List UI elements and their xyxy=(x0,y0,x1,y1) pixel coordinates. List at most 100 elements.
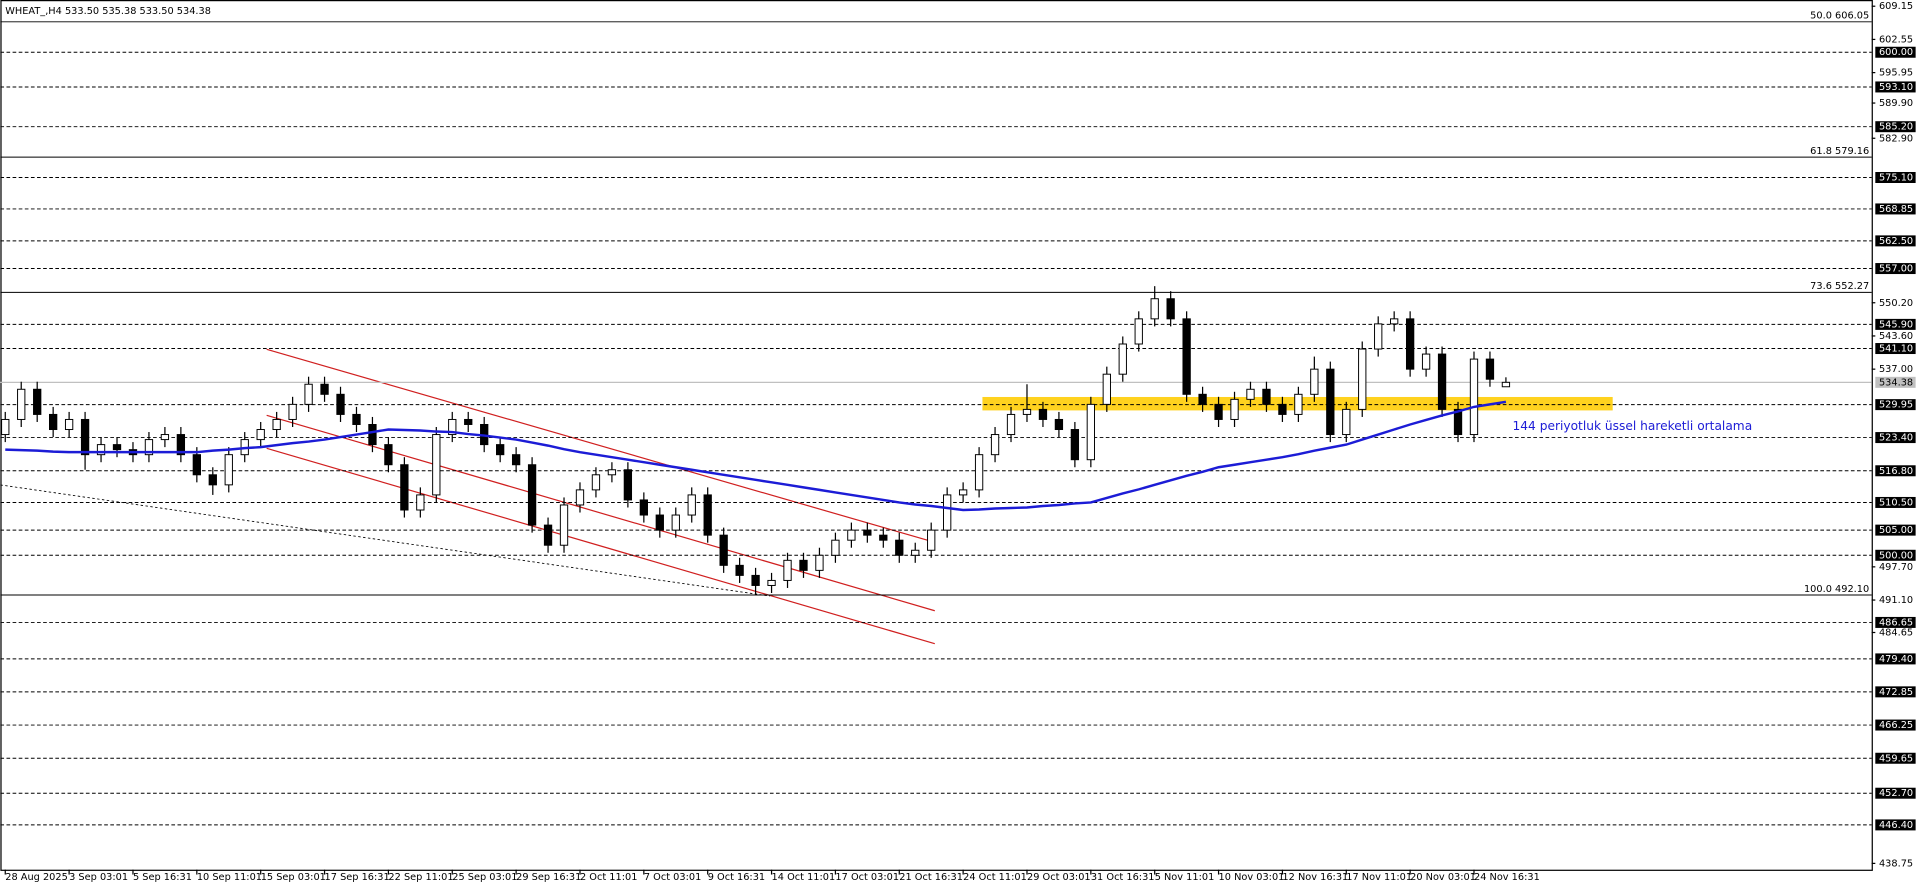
x-tick-label: 24 Oct 11:01 xyxy=(963,872,1027,883)
candle-body xyxy=(607,469,617,476)
candle-body xyxy=(1342,408,1351,436)
candle-body xyxy=(1102,373,1111,405)
candle-body xyxy=(1150,298,1159,320)
candle-body xyxy=(320,383,329,395)
candle-body xyxy=(384,444,393,466)
candle-body xyxy=(671,514,680,531)
channel-line xyxy=(266,447,935,645)
candle-body xyxy=(895,539,904,556)
x-tick-label: 25 Sep 03:01 xyxy=(452,872,517,883)
price-label-box xyxy=(1875,235,1916,247)
candle-body xyxy=(767,579,776,586)
candle-body xyxy=(352,413,361,425)
price-label-box xyxy=(1875,653,1916,665)
price-label-box xyxy=(1875,819,1916,831)
price-label: 459.65 xyxy=(1879,753,1913,764)
candle-body xyxy=(1166,298,1175,320)
ema-line xyxy=(5,400,1507,512)
candle-body xyxy=(448,418,457,436)
plot-frame xyxy=(0,0,1873,871)
candle-body xyxy=(958,489,968,496)
x-tick-label: 28 Aug 2025 xyxy=(5,872,68,883)
fib-label: 73.6 552.27 xyxy=(1810,281,1869,292)
candle-body xyxy=(1262,388,1271,405)
x-tick-label: 29 Sep 16:31 xyxy=(516,872,581,883)
fib-label: 100.0 492.10 xyxy=(1804,584,1869,595)
price-label: 529.95 xyxy=(1879,400,1913,411)
price-label-box xyxy=(1875,46,1916,58)
price-label: 510.50 xyxy=(1879,497,1913,508)
x-tick-label: 21 Oct 16:31 xyxy=(899,872,963,883)
candle-body xyxy=(416,494,425,511)
x-tick-label: 7 Oct 03:01 xyxy=(644,872,701,883)
y-tick-label: 595.95 xyxy=(1879,68,1913,79)
price-label: 534.38 xyxy=(1879,377,1913,388)
candle-body xyxy=(1469,358,1479,436)
price-label-box xyxy=(1875,263,1916,275)
candle-body xyxy=(735,564,744,576)
candle-body xyxy=(815,554,824,571)
price-label: 486.65 xyxy=(1879,617,1913,628)
x-tick-label: 5 Sep 16:31 xyxy=(133,872,192,883)
price-label-box xyxy=(1875,318,1916,330)
y-tick-label: 609.15 xyxy=(1879,1,1913,12)
candle-body xyxy=(160,434,170,441)
x-tick-label: 10 Sep 11:01 xyxy=(197,872,262,883)
price-label-box xyxy=(1875,172,1916,183)
x-tick-label: 17 Oct 03:01 xyxy=(835,872,899,883)
price-label-box xyxy=(1875,787,1916,799)
y-tick-label: 543.60 xyxy=(1879,331,1913,342)
price-label: 500.00 xyxy=(1879,550,1913,561)
candle-body xyxy=(256,429,265,441)
candle-body xyxy=(1358,348,1367,410)
candle-body xyxy=(288,403,297,420)
candle-body xyxy=(1421,353,1431,370)
fib-label: 61.8 579.16 xyxy=(1810,146,1869,157)
x-tick-label: 5 Nov 11:01 xyxy=(1155,872,1215,883)
candle-body xyxy=(703,494,712,536)
candle-body xyxy=(799,559,808,571)
x-tick-label: 29 Oct 03:01 xyxy=(1027,872,1091,883)
candle-body xyxy=(96,444,106,456)
fib-label: 50.0 606.05 xyxy=(1810,11,1869,22)
candle-body xyxy=(17,388,26,420)
candle-body xyxy=(33,388,42,415)
candle-body xyxy=(1230,398,1239,420)
price-label-box xyxy=(1875,524,1916,536)
y-tick-label: 484.65 xyxy=(1879,627,1913,638)
price-label-box xyxy=(1875,549,1916,561)
candle-body xyxy=(990,434,1000,456)
candle-body xyxy=(639,499,648,516)
x-tick-label: 17 Sep 16:31 xyxy=(325,872,390,883)
price-label-box xyxy=(1875,203,1916,215)
x-tick-label: 20 Nov 03:01 xyxy=(1410,872,1476,883)
price-label: 452.70 xyxy=(1879,788,1913,799)
candle-body xyxy=(1437,353,1447,410)
candle-body xyxy=(655,514,664,531)
candle-body xyxy=(1182,318,1191,395)
y-tick-label: 438.75 xyxy=(1879,858,1913,869)
price-label: 545.90 xyxy=(1879,319,1913,330)
y-tick-label: 550.20 xyxy=(1879,298,1913,309)
candle-body xyxy=(783,559,792,581)
x-tick-label: 12 Nov 16:31 xyxy=(1282,872,1348,883)
price-label-box xyxy=(1875,616,1916,628)
price-label: 505.00 xyxy=(1879,525,1913,536)
candle-body xyxy=(1006,413,1016,436)
x-tick-label: 22 Sep 11:01 xyxy=(388,872,453,883)
price-label: 593.10 xyxy=(1879,82,1913,93)
candle-body xyxy=(464,418,473,425)
price-label: 541.10 xyxy=(1879,344,1913,355)
candle-body xyxy=(368,424,377,446)
price-label: 523.40 xyxy=(1879,433,1913,444)
candle-body xyxy=(847,529,856,541)
candle-body xyxy=(831,539,840,556)
candle-body xyxy=(863,529,872,536)
candle-body xyxy=(687,494,696,516)
candle-body xyxy=(1022,408,1032,415)
candle-body xyxy=(974,454,984,491)
candle-body xyxy=(208,474,217,486)
price-label: 479.40 xyxy=(1879,654,1913,665)
candle-body xyxy=(1405,318,1415,370)
